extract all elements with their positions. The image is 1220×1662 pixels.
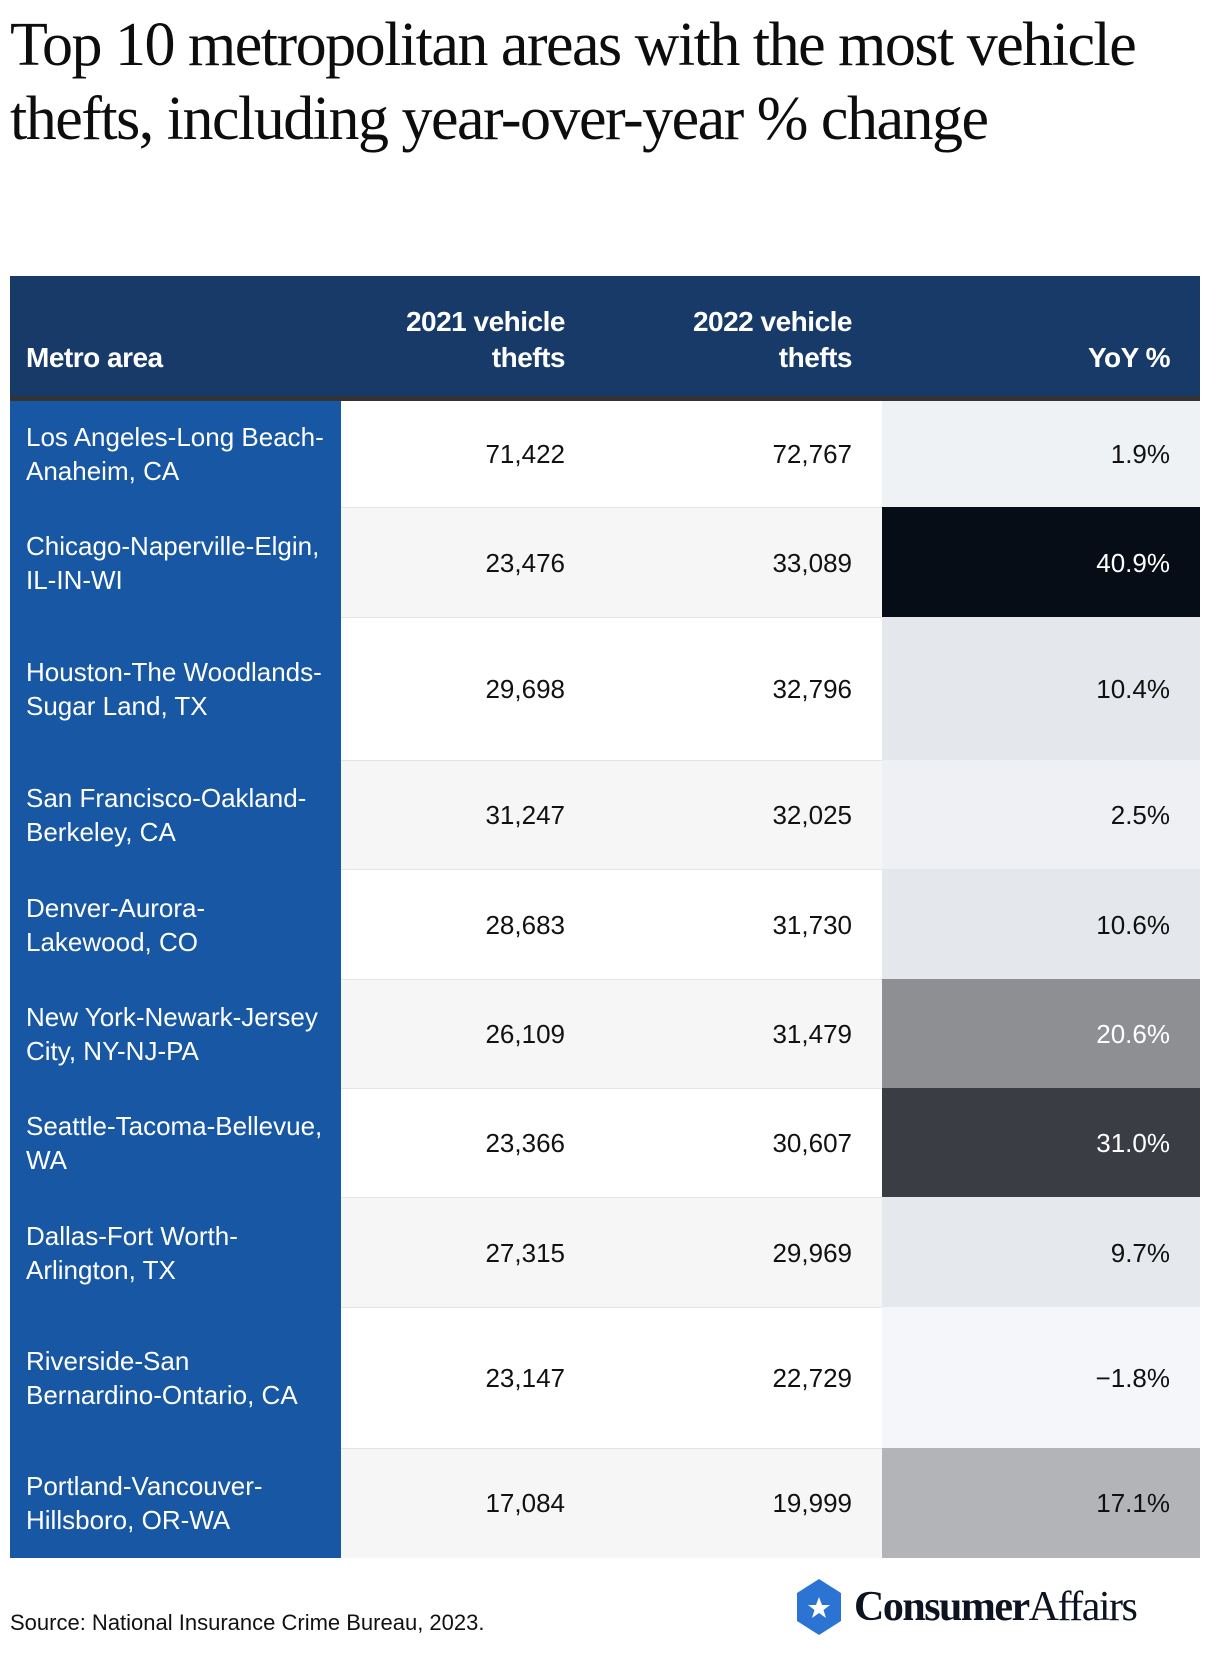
value-2021-cell: 27,315 [341, 1197, 595, 1308]
metro-cell: Seattle-Tacoma-Bellevue, WA [10, 1088, 341, 1198]
yoy-cell: 9.7% [882, 1197, 1200, 1308]
value-2021-cell: 28,683 [341, 869, 595, 980]
yoy-cell: 1.9% [882, 398, 1200, 508]
header-2021-text: 2021 vehicle thefts [405, 306, 566, 373]
value-2022-cell: 33,089 [595, 507, 882, 618]
metro-cell: Denver-Aurora-Lakewood, CO [10, 869, 341, 980]
header-2022: 2022 vehicle thefts [595, 276, 882, 401]
metro-cell: Portland-Vancouver-Hillsboro, OR-WA [10, 1448, 341, 1558]
value-2021-cell: 29,698 [341, 617, 595, 761]
value-2022-cell: 22,729 [595, 1307, 882, 1449]
metro-cell: Los Angeles-Long Beach-Anaheim, CA [10, 398, 341, 508]
table-row: New York-Newark-Jersey City, NY-NJ-PA 26,… [10, 979, 1200, 1089]
metro-cell: San Francisco-Oakland-Berkeley, CA [10, 760, 341, 870]
value-2021-cell: 17,084 [341, 1448, 595, 1558]
value-2022-cell: 31,479 [595, 979, 882, 1089]
value-2022-cell: 30,607 [595, 1088, 882, 1198]
value-2022-cell: 19,999 [595, 1448, 882, 1558]
metro-cell: New York-Newark-Jersey City, NY-NJ-PA [10, 979, 341, 1089]
table-row: Chicago-Naperville-Elgin, IL-IN-WI 23,476… [10, 507, 1200, 618]
header-metro: Metro area [10, 276, 341, 401]
theft-table: Metro area 2021 vehicle thefts 2022 vehi… [10, 276, 1200, 1558]
source-note: Source: National Insurance Crime Bureau,… [10, 1610, 485, 1635]
value-2022-cell: 32,796 [595, 617, 882, 761]
value-2022-cell: 31,730 [595, 869, 882, 980]
value-2021-cell: 31,247 [341, 760, 595, 870]
table-row: Riverside-San Bernardino-Ontario, CA 23,1… [10, 1307, 1200, 1449]
value-2021-cell: 23,476 [341, 507, 595, 618]
table-row: Seattle-Tacoma-Bellevue, WA 23,366 30,607 3… [10, 1088, 1200, 1198]
value-2021-cell: 26,109 [341, 979, 595, 1089]
metro-cell: Riverside-San Bernardino-Ontario, CA [10, 1307, 341, 1449]
header-2022-text: 2022 vehicle thefts [692, 306, 853, 373]
star-hexagon-icon [797, 1579, 841, 1635]
value-2021-cell: 23,366 [341, 1088, 595, 1198]
value-2022-cell: 32,025 [595, 760, 882, 870]
table-row: Denver-Aurora-Lakewood, CO 28,683 31,730 10… [10, 869, 1200, 980]
consumeraffairs-logo: ConsumerAffairs [794, 1578, 1138, 1636]
header-yoy: YoY % [882, 276, 1200, 401]
metro-cell: Dallas-Fort Worth-Arlington, TX [10, 1197, 341, 1308]
yoy-cell: 17.1% [882, 1448, 1200, 1558]
header-row: Metro area 2021 vehicle thefts 2022 vehi… [10, 276, 1200, 401]
table-row: Houston-The Woodlands-Sugar Land, TX 29,6… [10, 617, 1200, 761]
yoy-cell: −1.8% [882, 1307, 1200, 1449]
yoy-cell: 20.6% [882, 979, 1200, 1089]
yoy-cell: 2.5% [882, 760, 1200, 870]
yoy-cell: 40.9% [882, 507, 1200, 618]
header-2021: 2021 vehicle thefts [341, 276, 595, 401]
yoy-cell: 10.4% [882, 617, 1200, 761]
logo-text: ConsumerAffairs [854, 1584, 1138, 1630]
value-2022-cell: 29,969 [595, 1197, 882, 1308]
value-2021-cell: 71,422 [341, 398, 595, 508]
table-row: Portland-Vancouver-Hillsboro, OR-WA 17,08… [10, 1448, 1200, 1558]
yoy-cell: 31.0% [882, 1088, 1200, 1198]
table-row: Dallas-Fort Worth-Arlington, TX 27,315 29,… [10, 1197, 1200, 1308]
table-row: San Francisco-Oakland-Berkeley, CA 31,247… [10, 760, 1200, 870]
yoy-cell: 10.6% [882, 869, 1200, 980]
metro-cell: Chicago-Naperville-Elgin, IL-IN-WI [10, 507, 341, 618]
metro-cell: Houston-The Woodlands-Sugar Land, TX [10, 617, 341, 761]
value-2021-cell: 23,147 [341, 1307, 595, 1449]
table-row: Los Angeles-Long Beach-Anaheim, CA 71,422… [10, 398, 1200, 508]
chart-title: Top 10 metropolitan areas with the most … [10, 11, 1137, 153]
value-2022-cell: 72,767 [595, 398, 882, 508]
